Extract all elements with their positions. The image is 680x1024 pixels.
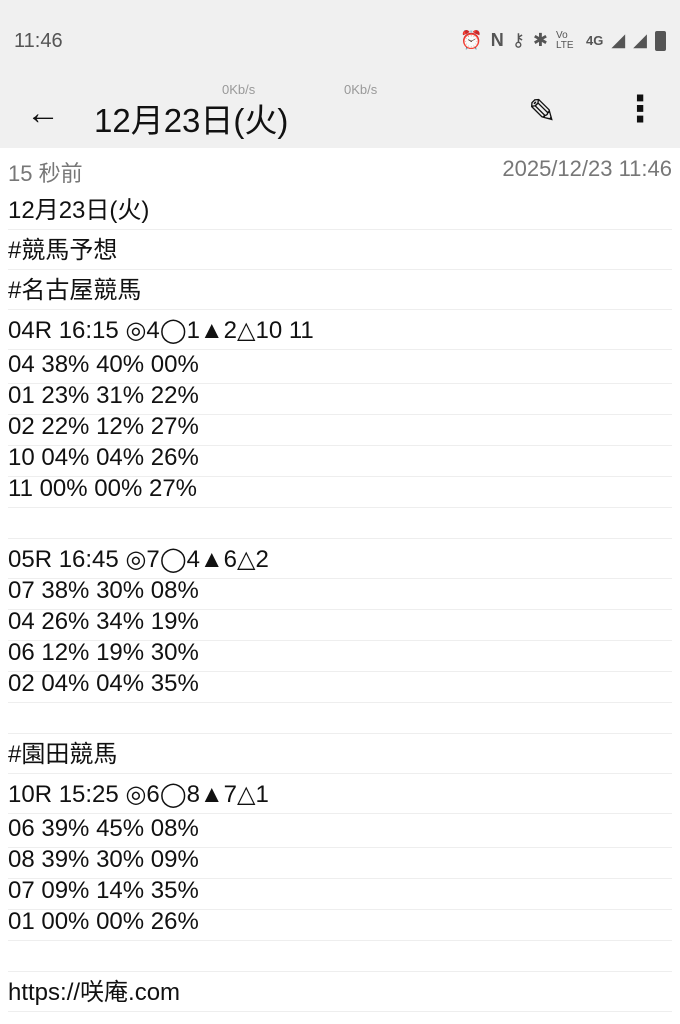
app-bar: ← 12月23日(火) 0Kb/s 0Kb/s ✎ ⋮ [0, 80, 680, 148]
note-line[interactable]: 04 26% 34% 19% [8, 608, 672, 641]
note-line[interactable]: 01 23% 31% 22% [8, 382, 672, 415]
note-line[interactable]: 07 09% 14% 35% [8, 877, 672, 910]
status-icons: ⏰ N ⚷ ✱ Vo LTE 4G ◢ ◢ [460, 30, 666, 51]
note-line[interactable]: #名古屋競馬 [8, 270, 672, 310]
alarm-icon: ⏰ [460, 30, 483, 50]
note-line[interactable]: 02 22% 12% 27% [8, 413, 672, 446]
4g-icon: 4G [585, 33, 604, 48]
vpn-key-icon: ⚷ [511, 30, 525, 50]
network-speed: 0Kb/s [344, 82, 378, 97]
network-speed: 0Kb/s [222, 82, 256, 97]
note-line[interactable]: 10 04% 04% 26% [8, 444, 672, 477]
note-line[interactable]: #競馬予想 [8, 230, 672, 270]
note-line[interactable]: 05R 16:45 ◎7◯4▲6△2 [8, 539, 672, 579]
note-line[interactable]: 08 39% 30% 09% [8, 846, 672, 879]
note-line[interactable] [8, 941, 672, 972]
note-line[interactable]: 10R 15:25 ◎6◯8▲7△1 [8, 774, 672, 814]
note-body[interactable]: 12月23日(火) #競馬予想 #名古屋競馬 04R 16:15 ◎4◯1▲2△10 … [0, 190, 680, 1012]
note-line[interactable] [8, 508, 672, 539]
back-arrow-icon[interactable]: ← [26, 94, 60, 132]
nfc-icon: N [490, 30, 504, 50]
signal-icon: ◢ [633, 30, 647, 50]
battery-icon [655, 30, 666, 51]
note-line[interactable]: 06 39% 45% 08% [8, 814, 672, 848]
note-line[interactable]: 12月23日(火) [8, 190, 672, 230]
more-vert-icon[interactable]: ⋮ [622, 88, 658, 129]
note-line[interactable]: 06 12% 19% 30% [8, 639, 672, 672]
note-line[interactable]: #園田競馬 [8, 734, 672, 774]
status-bar: 11:46 ⏰ N ⚷ ✱ Vo LTE 4G ◢ ◢ [0, 0, 680, 80]
note-line[interactable]: 02 04% 04% 35% [8, 670, 672, 703]
note-meta: 15 秒前 2025/12/23 11:46 [0, 148, 680, 190]
note-date: 2025/12/23 11:46 [502, 156, 672, 181]
note-line[interactable]: 07 38% 30% 08% [8, 577, 672, 610]
note-line[interactable]: 01 00% 00% 26% [8, 908, 672, 941]
bluetooth-icon: ✱ [532, 30, 548, 50]
note-line[interactable]: 04R 16:15 ◎4◯1▲2△10 11 [8, 310, 672, 350]
volte-icon: Vo LTE [555, 29, 574, 51]
note-line[interactable]: 04 38% 40% 00% [8, 350, 672, 384]
note-line[interactable]: https://咲庵.com [8, 972, 672, 1012]
edited-ago: 15 秒前 [8, 161, 83, 186]
page-title: 12月23日(火) [94, 102, 289, 139]
status-time: 11:46 [14, 30, 63, 52]
note-line[interactable] [8, 703, 672, 734]
note-line[interactable]: 11 00% 00% 27% [8, 475, 672, 508]
signal-icon: ◢ [611, 30, 626, 50]
edit-pencil-icon[interactable]: ✎ [528, 93, 557, 131]
